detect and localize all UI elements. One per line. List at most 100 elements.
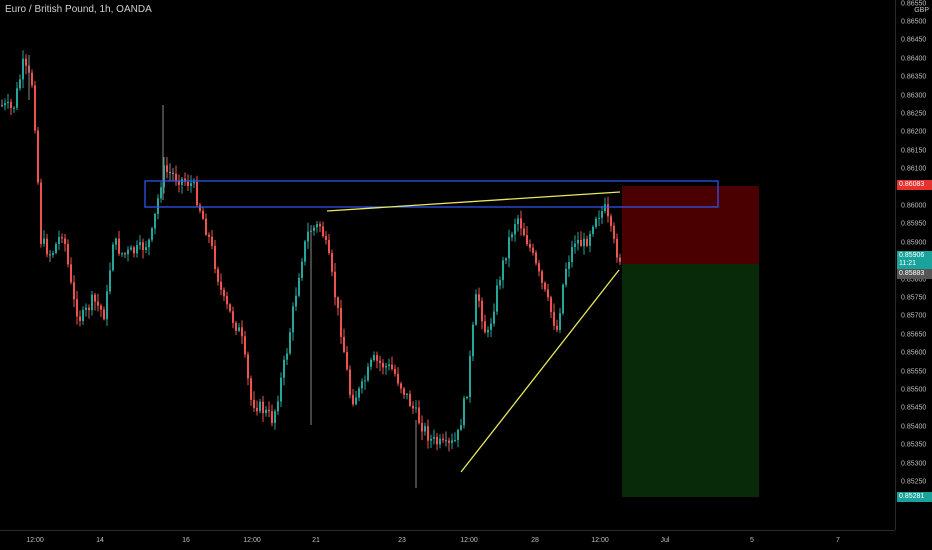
candle-body	[517, 218, 519, 225]
time-label: 12:00	[591, 537, 609, 544]
candle-body	[412, 405, 414, 409]
candle-body	[304, 241, 306, 262]
candle-body	[334, 271, 336, 298]
chart-area[interactable]: Euro / British Pound, 1h, OANDA	[0, 0, 895, 530]
time-label: 12:00	[460, 537, 478, 544]
candle-body	[16, 88, 18, 108]
candle-body	[568, 262, 570, 269]
candle-body	[553, 312, 555, 326]
candle-body	[100, 305, 102, 310]
stop-price-badge: 0.86083	[897, 180, 932, 190]
candle-body	[607, 204, 609, 217]
candle-body	[64, 238, 66, 244]
candle-body	[205, 218, 207, 235]
price-chart[interactable]	[0, 0, 895, 530]
candle-body	[601, 211, 603, 218]
candle-body	[325, 236, 327, 240]
rising-trendline[interactable]	[460, 269, 620, 473]
candle-body	[232, 311, 234, 323]
candle-body	[187, 181, 189, 187]
price-tick: 0.86350	[901, 73, 927, 81]
candle-body	[112, 244, 114, 271]
candle-body	[397, 373, 399, 384]
candle-body	[283, 359, 285, 378]
candle-body	[391, 364, 393, 369]
candle-body	[247, 354, 249, 379]
candle-body	[559, 313, 561, 331]
candle-body	[538, 263, 540, 272]
close-price-badge: 0.85883	[897, 269, 932, 279]
candle-body	[466, 396, 468, 399]
candle-body	[151, 228, 153, 240]
candle-body	[547, 289, 549, 298]
candle-body	[55, 243, 57, 253]
candle-body	[319, 223, 321, 227]
top-trendline[interactable]	[326, 191, 621, 212]
candle-body	[388, 364, 390, 367]
candle-body	[133, 247, 135, 254]
time-label: 12:00	[26, 537, 44, 544]
candle-body	[256, 407, 258, 412]
candle-body	[424, 426, 426, 432]
candle-body	[322, 226, 324, 237]
candle-body	[181, 178, 183, 185]
candle-body	[217, 269, 219, 282]
candle-body	[346, 351, 348, 370]
candle-body	[364, 380, 366, 382]
candle-body	[160, 187, 162, 199]
candle-body	[178, 180, 180, 185]
candle-body	[202, 210, 204, 219]
candle-body	[526, 235, 528, 245]
time-label: 5	[750, 537, 754, 544]
time-label: Jul	[660, 537, 670, 544]
candle-body	[463, 398, 465, 426]
candle-body	[619, 257, 621, 262]
candle-body	[265, 409, 267, 414]
candle-body	[613, 225, 615, 239]
candle-body	[490, 323, 492, 330]
resistance-rectangle[interactable]	[144, 180, 719, 208]
time-label: 21	[312, 537, 320, 544]
candle-body	[340, 307, 342, 337]
candle-body	[271, 411, 273, 424]
price-tick: 0.85550	[901, 368, 927, 376]
candle-body	[316, 223, 318, 228]
candle-body	[97, 301, 99, 306]
candle-body	[76, 299, 78, 317]
candle-body	[250, 378, 252, 400]
candle-body	[226, 296, 228, 305]
candle-body	[13, 107, 15, 109]
candle-body	[439, 438, 441, 445]
price-tick: 0.86500	[901, 18, 927, 26]
price-tick: 0.86100	[901, 165, 927, 173]
candle-body	[52, 252, 54, 255]
risk-zone[interactable]	[622, 186, 759, 264]
candle-body	[118, 238, 120, 254]
candle-body	[127, 249, 129, 255]
candle-body	[604, 204, 606, 212]
candle-body	[472, 324, 474, 357]
price-tick: 0.85400	[901, 423, 927, 431]
candle-body	[46, 238, 48, 255]
price-tick: 0.85900	[901, 239, 927, 247]
time-scale[interactable]: 12:00 14 16 12:00 21 23 12:00 28 12:00 J…	[0, 530, 895, 550]
candle-body	[94, 294, 96, 302]
candle-body	[61, 237, 63, 239]
candle-body	[295, 295, 297, 307]
candle-body	[148, 239, 150, 248]
candle-body	[484, 321, 486, 333]
candle-body	[313, 227, 315, 231]
reward-zone[interactable]	[622, 264, 759, 497]
candle-body	[427, 426, 429, 441]
candle-body	[175, 173, 177, 181]
price-tick: 0.85650	[901, 331, 927, 339]
price-scale[interactable]: GBP 0.86550 0.86500 0.86450 0.86400 0.86350…	[895, 0, 932, 530]
candle-body	[400, 383, 402, 389]
candle-body	[163, 165, 165, 188]
candle-body	[430, 438, 432, 441]
candle-body	[280, 377, 282, 402]
candle-body	[469, 356, 471, 397]
candle-body	[520, 218, 522, 229]
candle-body	[301, 261, 303, 278]
candle-body	[328, 239, 330, 254]
